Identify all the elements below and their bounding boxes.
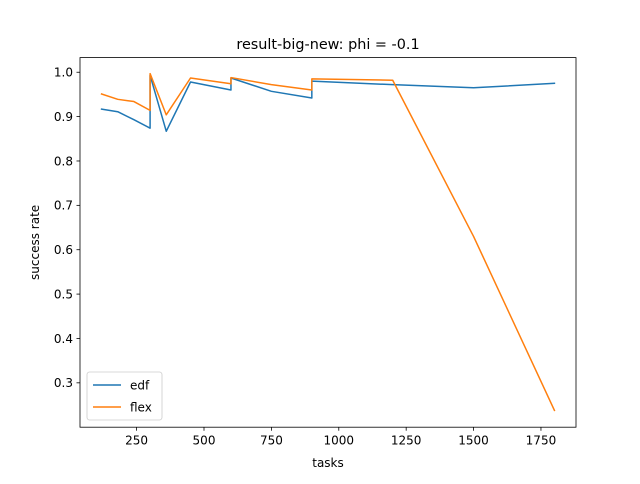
x-tick-label: 1500 [458,434,489,448]
x-axis-label: tasks [312,456,344,470]
x-tick-label: 1000 [324,434,355,448]
x-tick-label: 500 [193,434,216,448]
y-tick-label: 0.4 [54,332,73,346]
y-tick-label: 1.0 [54,66,73,80]
y-tick-label: 0.8 [54,154,73,168]
axes-frame [79,57,577,428]
x-tick-label: 1250 [391,434,422,448]
plot-area [100,72,556,412]
y-tick-label: 0.6 [54,243,73,257]
y-tick-label: 0.3 [54,376,73,390]
series-line-edf [100,74,556,132]
x-tick-label: 250 [125,434,148,448]
x-axis: 250 500 750 1000 1250 1500 1750 [125,427,556,448]
legend-label-edf: edf [130,378,150,392]
y-tick-label: 0.5 [54,287,73,301]
legend-label-flex: flex [130,400,152,414]
y-tick-label: 0.7 [54,199,73,213]
legend-box [86,371,163,421]
x-tick-label: 1750 [526,434,557,448]
y-axis-label: success rate [28,205,42,280]
y-axis: 0.3 0.4 0.5 0.6 0.7 0.8 0.9 1.0 [54,66,80,390]
x-tick-label: 750 [260,434,283,448]
legend: edf flex [86,371,163,421]
series-line-flex [100,72,556,412]
y-tick-label: 0.9 [54,110,73,124]
chart-title: result-big-new: phi = -0.1 [236,37,419,53]
